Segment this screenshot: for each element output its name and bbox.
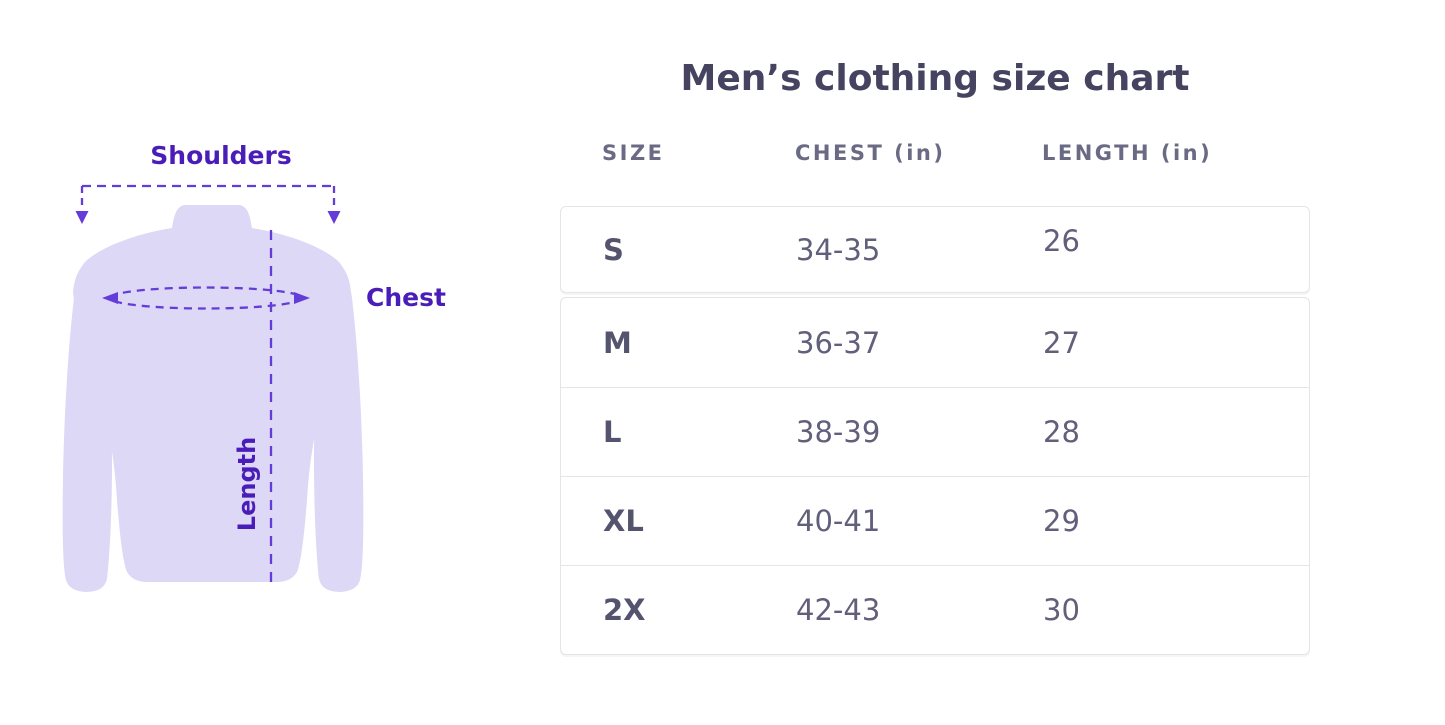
- size-cell: 2X: [603, 593, 646, 627]
- length-cell: 27: [1043, 325, 1080, 360]
- page-title: Men’s clothing size chart: [680, 58, 1190, 99]
- table-row: M 36-37 27: [561, 298, 1309, 387]
- chest-cell: 40-41: [796, 504, 881, 538]
- size-cell: M: [603, 325, 632, 360]
- table-row: XL 40-41 29: [561, 476, 1309, 565]
- chest-label: Chest: [366, 283, 446, 312]
- column-header-chest: CHEST (in): [795, 141, 946, 165]
- length-cell: 26: [1043, 223, 1080, 258]
- arrow-down-icon: [327, 211, 341, 224]
- size-cell: XL: [603, 504, 644, 538]
- size-table-rest-group: M 36-37 27 L 38-39 28 XL 40-41 29 2X 42-…: [560, 297, 1310, 655]
- table-header-row: SIZE CHEST (in) LENGTH (in): [560, 138, 1310, 168]
- size-cell: S: [603, 232, 624, 267]
- length-cell: 30: [1043, 593, 1080, 627]
- shirt-body: [73, 205, 351, 582]
- size-cell: L: [603, 415, 622, 449]
- chest-cell: 34-35: [796, 232, 881, 267]
- chest-cell: 42-43: [796, 593, 881, 627]
- column-header-length: LENGTH (in): [1042, 141, 1213, 165]
- shoulders-measure-line: [80, 184, 336, 210]
- table-row: L 38-39 28: [561, 387, 1309, 476]
- column-header-size: SIZE: [602, 141, 665, 165]
- length-cell: 28: [1043, 415, 1080, 449]
- size-table-first-group: S 34-35 26: [560, 206, 1310, 293]
- size-diagram: Shoulders Chest Length: [0, 0, 560, 725]
- arrow-left-icon: [102, 292, 118, 304]
- arrow-right-icon: [294, 292, 310, 304]
- table-row: S 34-35 26: [561, 207, 1309, 292]
- shoulders-label: Shoulders: [150, 141, 292, 170]
- arrow-down-icon: [75, 211, 89, 224]
- chest-cell: 38-39: [796, 415, 881, 449]
- length-label: Length: [233, 436, 261, 532]
- length-cell: 29: [1043, 504, 1080, 538]
- shirt-illustration: [62, 184, 364, 592]
- chest-cell: 36-37: [796, 325, 881, 360]
- size-chart-panel: Men’s clothing size chart SIZE CHEST (in…: [560, 0, 1310, 725]
- table-row: 2X 42-43 30: [561, 565, 1309, 654]
